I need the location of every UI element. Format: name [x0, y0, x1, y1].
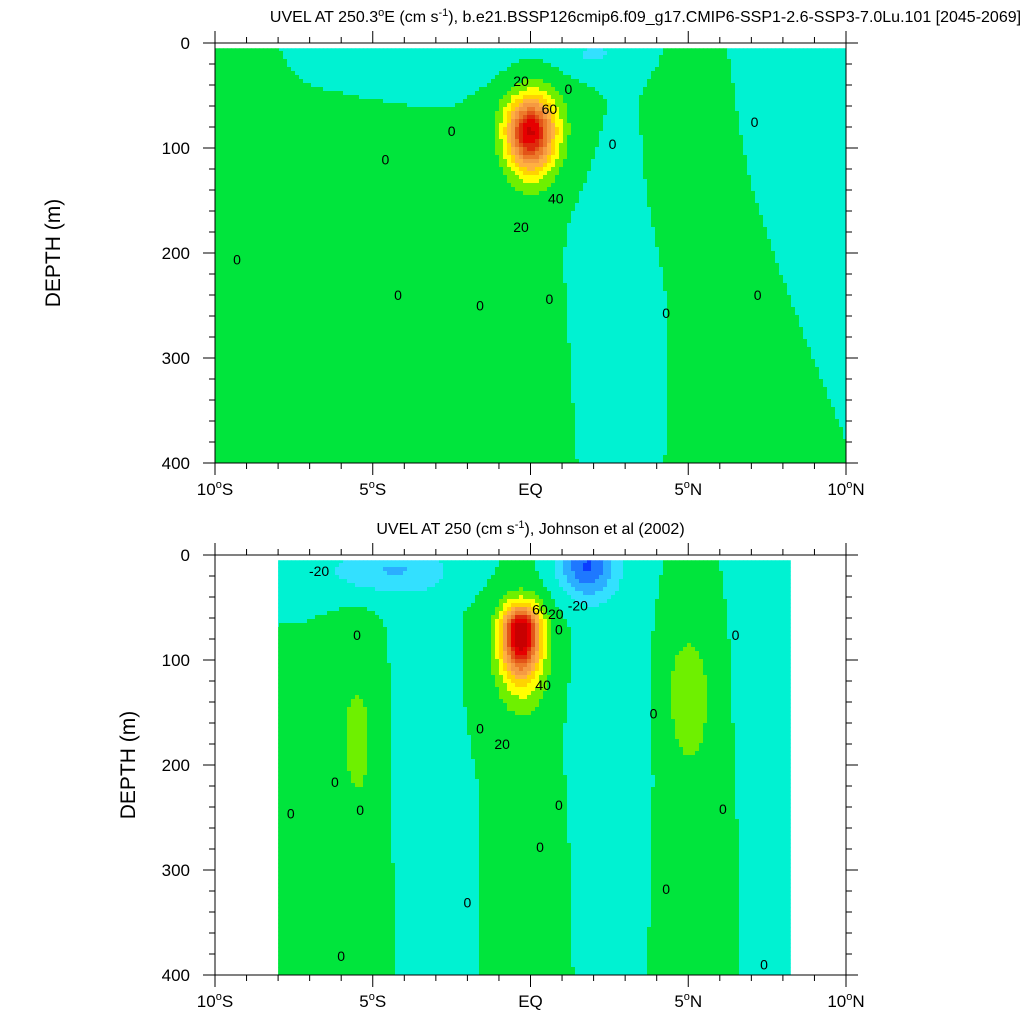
contour-label: 0 — [650, 706, 658, 722]
axis-ticks — [203, 543, 858, 987]
x-tick-label: 5oS — [359, 479, 386, 499]
contour-label: 0 — [662, 305, 670, 321]
panel-1: UVEL AT 250.3oE (cm s-1), b.e21.BSSP126c… — [42, 7, 1021, 499]
y-tick-label: 100 — [162, 139, 190, 158]
x-tick-label: 10oN — [827, 479, 864, 499]
y-tick-label: 200 — [162, 244, 190, 263]
panel-2: UVEL AT 250 (cm s-1), Johnson et al (200… — [117, 519, 865, 1011]
contour-label: 60 — [532, 602, 548, 618]
x-tick-label: 10oS — [197, 991, 233, 1011]
y-tick-label: 400 — [162, 966, 190, 985]
plot-title: UVEL AT 250 (cm s-1), Johnson et al (200… — [376, 519, 684, 538]
contour-label: 0 — [719, 801, 727, 817]
x-tick-label: 10oN — [827, 991, 864, 1011]
contour-label: 0 — [564, 81, 572, 97]
contour-label: 40 — [548, 190, 564, 206]
contour-label: 0 — [555, 797, 563, 813]
contour-label: -20 — [568, 597, 588, 613]
contour-label: 0 — [233, 251, 241, 267]
contour-label: 40 — [535, 677, 551, 693]
contour-label: 20 — [513, 73, 529, 89]
contour-label: 0 — [337, 948, 345, 964]
contour-label: 0 — [394, 287, 402, 303]
contour-label: 0 — [476, 720, 484, 736]
contour-label: 0 — [331, 774, 339, 790]
contour-label: 0 — [754, 287, 762, 303]
x-tick-label: 5oN — [674, 991, 702, 1011]
contour-label: 0 — [760, 957, 768, 973]
contour-label: 60 — [542, 101, 558, 117]
x-tick-label: 5oS — [359, 991, 386, 1011]
y-axis-title: DEPTH (m) — [117, 711, 140, 820]
contour-label: 0 — [356, 802, 364, 818]
contour-label: 20 — [513, 219, 529, 235]
y-tick-label: 200 — [162, 756, 190, 775]
contour-label: 0 — [609, 136, 617, 152]
x-tick-label: 5oN — [674, 479, 702, 499]
plot-title: UVEL AT 250.3oE (cm s-1), b.e21.BSSP126c… — [270, 7, 1021, 26]
contour-label: 20 — [548, 606, 564, 622]
contour-label: 0 — [536, 839, 544, 855]
y-tick-label: 300 — [162, 861, 190, 880]
y-tick-label: 400 — [162, 454, 190, 473]
contour-label: 0 — [448, 123, 456, 139]
y-axis-title: DEPTH (m) — [42, 199, 65, 308]
contour-fill — [215, 48, 846, 463]
contour-label: -20 — [309, 563, 329, 579]
contour-label: 0 — [732, 627, 740, 643]
contour-label: 0 — [546, 291, 554, 307]
contour-label: 0 — [287, 805, 295, 821]
contour-label: 0 — [353, 627, 361, 643]
contour-label: 0 — [464, 895, 472, 911]
x-tick-label: EQ — [518, 480, 543, 499]
axis-ticks — [203, 31, 858, 475]
contour-label: 0 — [381, 152, 389, 168]
contour-label: 0 — [751, 114, 759, 130]
y-tick-label: 300 — [162, 349, 190, 368]
contour-label: 0 — [476, 298, 484, 314]
contour-label: 20 — [494, 736, 510, 752]
y-tick-label: 0 — [181, 546, 190, 565]
contour-label: 0 — [555, 622, 563, 638]
contour-label: 0 — [662, 881, 670, 897]
x-tick-label: 10oS — [197, 479, 233, 499]
y-tick-label: 100 — [162, 651, 190, 670]
x-tick-label: EQ — [518, 992, 543, 1011]
y-tick-label: 0 — [181, 34, 190, 53]
contour-fill — [278, 560, 791, 975]
